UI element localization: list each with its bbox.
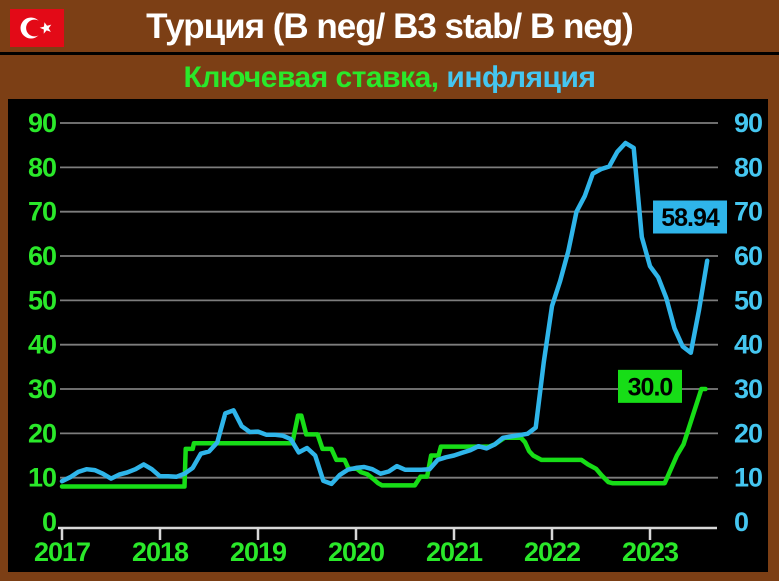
y-label-left: 30 bbox=[28, 374, 56, 404]
y-label-right: 0 bbox=[734, 507, 748, 537]
y-label-left: 90 bbox=[28, 108, 56, 138]
value-label-58.94: 58.94 bbox=[653, 200, 728, 234]
inflation-line bbox=[59, 140, 710, 487]
x-label-year: 2023 bbox=[622, 537, 679, 567]
x-label-year: 2022 bbox=[524, 537, 580, 567]
separator-line bbox=[0, 52, 779, 55]
y-label-right: 70 bbox=[734, 197, 762, 227]
x-label-year: 2019 bbox=[230, 537, 287, 567]
y-axis-labels: 0 0 10 10 20 20 30 30 40 40 50 50 60 60 70 70 80 80 90 90 bbox=[28, 108, 763, 537]
y-label-left: 0 bbox=[42, 507, 56, 537]
y-label-right: 30 bbox=[734, 374, 762, 404]
gridlines bbox=[60, 122, 718, 479]
value-label-30.0: 30.0 bbox=[618, 369, 682, 403]
y-label-right: 40 bbox=[734, 330, 762, 360]
y-label-left: 40 bbox=[28, 330, 56, 360]
y-label-left: 50 bbox=[28, 285, 56, 315]
page-title: Турция (B neg/ B3 stab/ B neg) bbox=[146, 7, 634, 46]
subtitle-key-rate-label: Ключевая ставка, bbox=[183, 61, 440, 94]
y-label-right: 80 bbox=[734, 152, 762, 182]
svg-text:30.0: 30.0 bbox=[628, 373, 673, 401]
x-label-year: 2020 bbox=[328, 537, 384, 567]
y-label-left: 70 bbox=[28, 197, 56, 227]
x-label-year: 2018 bbox=[132, 537, 189, 567]
turkey-flag-icon bbox=[10, 9, 64, 47]
subtitle-inflation-label: инфляция bbox=[438, 61, 596, 94]
key-rate-line bbox=[59, 386, 708, 489]
y-label-right: 10 bbox=[734, 463, 762, 493]
y-label-left: 80 bbox=[28, 152, 56, 182]
svg-text:58.94: 58.94 bbox=[661, 204, 720, 232]
x-label-year: 2021 bbox=[426, 537, 483, 567]
title-bar: Турция (B neg/ B3 stab/ B neg) bbox=[0, 0, 779, 52]
y-label-left: 60 bbox=[28, 241, 56, 271]
y-label-right: 20 bbox=[734, 418, 762, 448]
chart-subtitle: Ключевая ставка, инфляция bbox=[0, 55, 779, 99]
y-label-right: 90 bbox=[734, 108, 762, 138]
y-label-right: 50 bbox=[734, 285, 762, 315]
y-label-left: 20 bbox=[28, 418, 56, 448]
x-axis: 2017 2018 2019 2020 2021 2022 2023 bbox=[34, 526, 717, 567]
y-label-left: 10 bbox=[28, 463, 56, 493]
y-label-right: 60 bbox=[734, 241, 762, 271]
x-label-year: 2017 bbox=[34, 537, 90, 567]
chart-panel: 0 0 10 10 20 20 30 30 40 40 50 50 60 60 70 70 80 80 90 90 20… bbox=[8, 99, 768, 572]
